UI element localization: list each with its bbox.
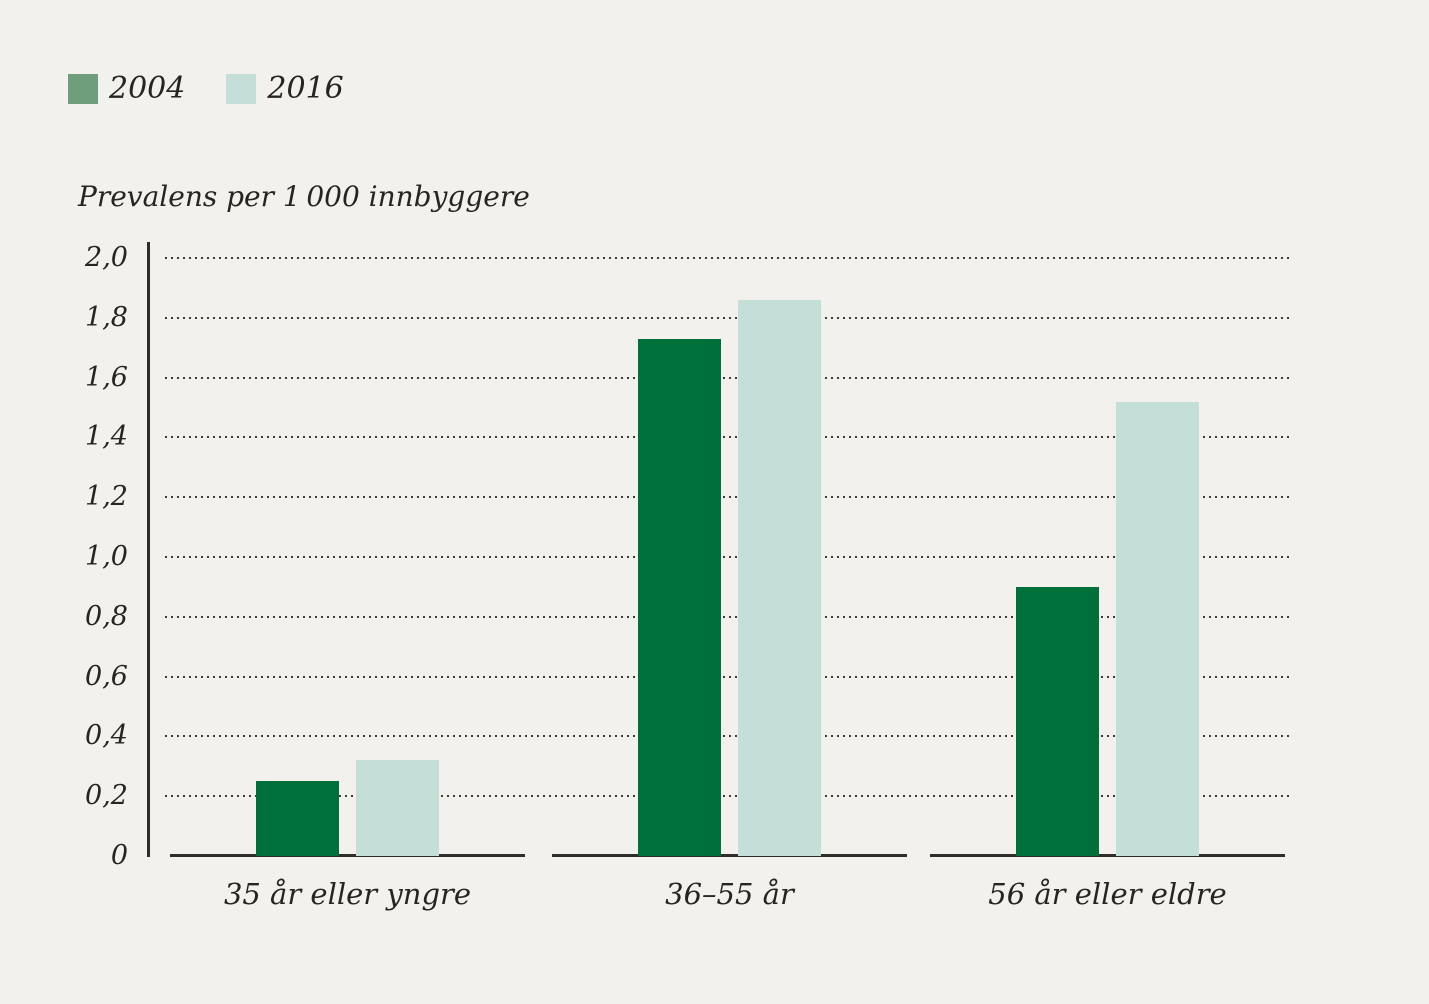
y-tick-label: 0,2 [85,780,128,811]
y-tick-label: 1,4 [85,421,128,452]
bar-2004-group-3 [1016,587,1099,856]
y-gridline [165,377,1290,379]
y-tick-label: 0,4 [85,720,128,751]
y-tick-label: 1,6 [85,362,128,393]
x-baseline [552,854,907,857]
bar-2016-group-3 [1116,402,1199,856]
y-tick-label: 2,0 [85,242,128,273]
legend: 2004 2016 [68,74,344,104]
bar-2004-group-2 [638,339,721,856]
y-axis-line [147,242,150,857]
category-label-group-3: 56 år eller eldre [988,877,1227,911]
y-tick-label: 0,8 [85,601,128,632]
y-tick-label: 0,6 [85,661,128,692]
bar-2016-group-1 [356,760,439,856]
legend-label-2004: 2004 [109,71,186,106]
y-tick-label: 1,0 [85,541,128,572]
y-gridline [165,795,1290,797]
y-tick-label: 1,2 [85,481,128,512]
y-gridline [165,616,1290,618]
x-baseline [930,854,1285,857]
y-gridline [165,735,1290,737]
legend-item-2004: 2004 [68,74,185,104]
y-gridline [165,496,1290,498]
y-gridline [165,556,1290,558]
y-gridline [165,317,1290,319]
y-tick-label: 1,8 [85,302,128,333]
legend-label-2016: 2016 [267,71,344,106]
y-axis-title: Prevalens per 1 000 innbyggere [78,180,530,213]
y-gridline [165,436,1290,438]
category-label-group-1: 35 år eller yngre [223,877,472,911]
legend-swatch-2004 [68,74,98,104]
y-gridline [165,257,1290,259]
category-label-group-2: 36–55 år [665,877,794,911]
legend-swatch-2016 [226,74,257,104]
x-baseline [170,854,525,857]
y-tick-label: 0 [110,840,128,871]
bar-2004-group-1 [256,781,339,856]
bar-2016-group-2 [738,300,821,856]
y-gridline [165,676,1290,678]
legend-item-2016: 2016 [226,71,344,106]
